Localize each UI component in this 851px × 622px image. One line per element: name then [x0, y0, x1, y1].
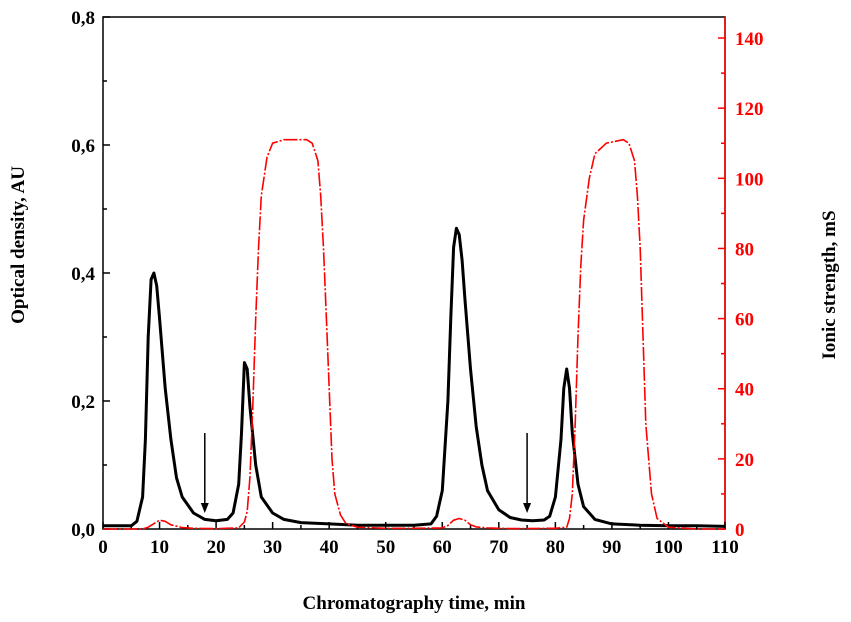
optical-density-line — [103, 226, 726, 528]
y-left-tick-label: 0,8 — [71, 8, 95, 29]
arrow-layer — [200, 433, 532, 513]
plot-frame — [102, 16, 726, 530]
x-tick-label: 70 — [489, 537, 508, 558]
x-tick-label: 50 — [376, 537, 395, 558]
y-right-tick-label: 80 — [735, 239, 754, 260]
right-axis-ticks: 0 20 40 60 80 100 120 140 — [718, 17, 764, 541]
x-tick-label: 40 — [320, 537, 339, 558]
y-right-tick-label: 140 — [735, 29, 764, 50]
x-tick-label: 0 — [98, 537, 108, 558]
y-right-tick-label: 120 — [735, 99, 764, 120]
x-tick-label: 110 — [711, 537, 738, 558]
x-tick-label: 100 — [654, 537, 683, 558]
x-tick-label: 80 — [546, 537, 565, 558]
y-left-tick-label: 0,4 — [71, 264, 95, 285]
x-axis-title: Chromatography time, min — [303, 593, 526, 614]
y-right-tick-label: 60 — [735, 310, 754, 331]
y-left-tick-label: 0,6 — [71, 136, 95, 157]
ionic-strength-line — [103, 138, 725, 530]
x-tick-label: 60 — [433, 537, 452, 558]
bottom-axis-ticks: 0 10 20 30 40 50 60 70 80 90 100 110 — [98, 522, 739, 558]
x-tick-label: 30 — [263, 537, 282, 558]
x-tick-label: 20 — [207, 537, 226, 558]
left-axis-ticks: 0,0 0,2 0,4 0,6 0,8 — [71, 8, 110, 541]
x-tick-label: 10 — [150, 537, 169, 558]
y-right-tick-label: 40 — [735, 380, 754, 401]
y-right-tick-label: 100 — [735, 169, 764, 190]
y-right-tick-label: 20 — [735, 450, 754, 471]
y-right-axis-title: Ionic strength, mS — [819, 210, 840, 359]
y-left-tick-label: 0,2 — [71, 392, 95, 413]
y-right-tick-label: 0 — [735, 520, 745, 541]
y-left-axis-title: Optical density, AU — [8, 166, 29, 324]
arrow-head — [200, 503, 209, 513]
x-tick-label: 90 — [602, 537, 621, 558]
series-layer — [103, 138, 726, 530]
y-left-tick-label: 0,0 — [71, 520, 95, 541]
arrow-head — [523, 503, 532, 513]
